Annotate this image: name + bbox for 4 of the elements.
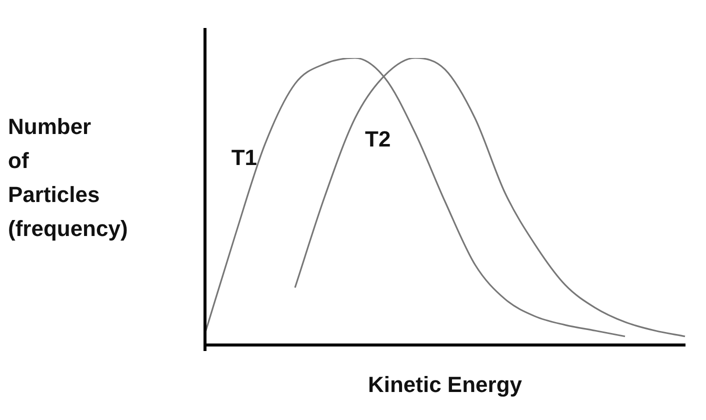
- x-axis-title: Kinetic Energy: [366, 372, 524, 398]
- y-axis-title: Number of Particles (frequency): [8, 113, 128, 243]
- series-label: T2: [365, 126, 391, 152]
- series-label: T1: [231, 145, 257, 170]
